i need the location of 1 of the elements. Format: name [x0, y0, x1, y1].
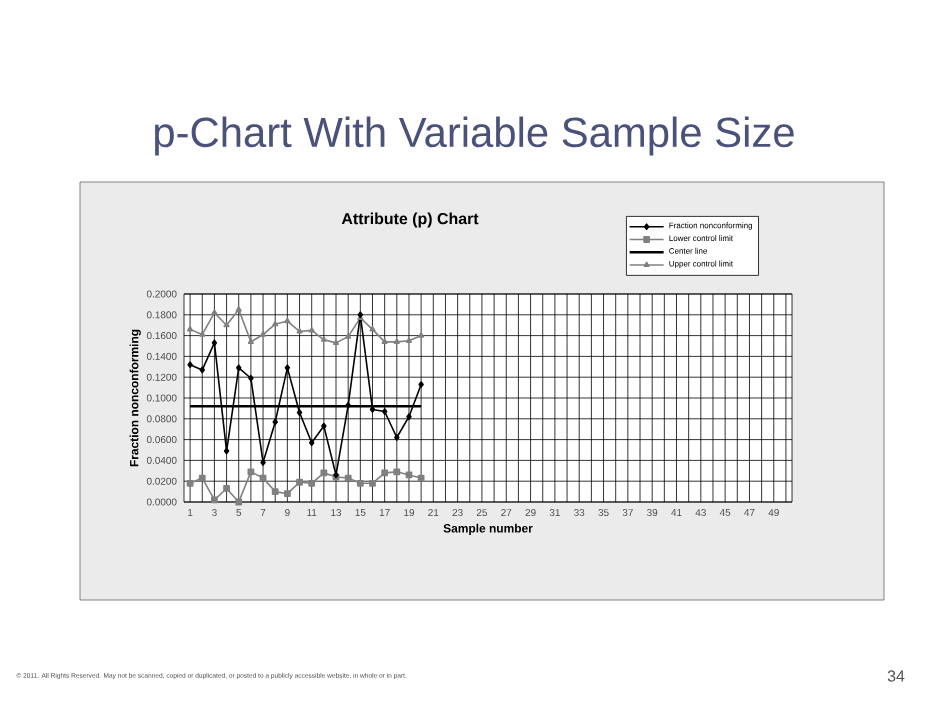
chart-title: p-Chart With Variable Sample Size	[155, 116, 794, 156]
